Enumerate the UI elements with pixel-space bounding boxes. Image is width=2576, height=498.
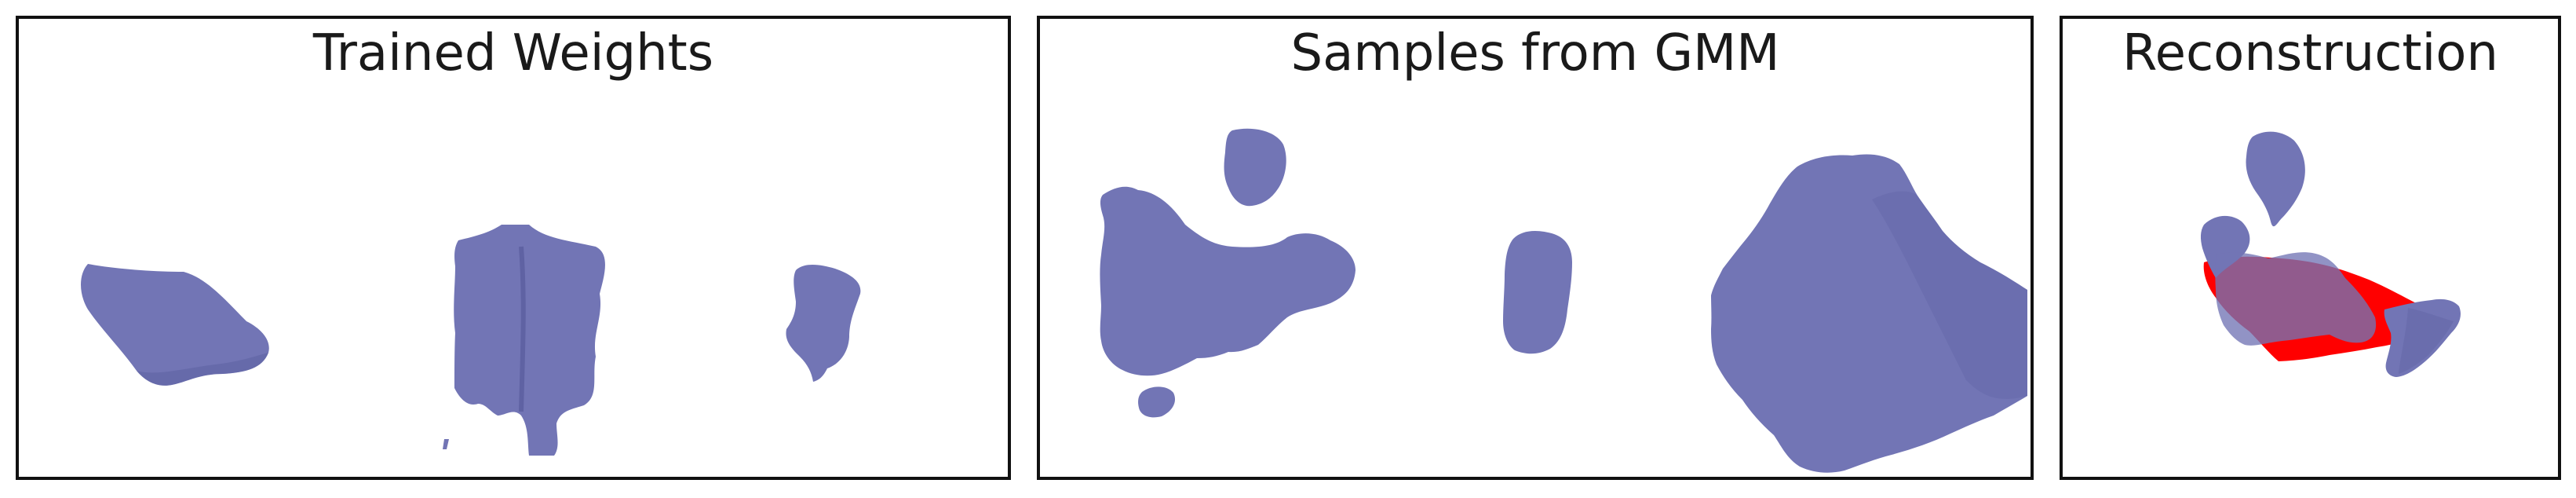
weight-blob-left xyxy=(81,264,269,386)
panel-title: Reconstruction xyxy=(2122,24,2498,82)
panel-samples-gmm: Samples from GMM xyxy=(1037,16,2034,480)
weight-blob-left-shade xyxy=(137,353,268,386)
panel-title: Samples from GMM xyxy=(1290,24,1780,82)
sample-blob-large-left xyxy=(1100,186,1356,376)
weight-fragment xyxy=(443,439,449,449)
panel-trained-weights: Trained Weights xyxy=(16,16,1011,480)
recon-blob-center xyxy=(2215,252,2377,346)
recon-blob-right-shade xyxy=(2399,308,2454,374)
weight-blob-right xyxy=(786,265,861,382)
sample-blob-middle xyxy=(1503,231,1572,354)
recon-blob-right xyxy=(2384,298,2461,377)
panel-title: Trained Weights xyxy=(312,24,714,82)
trained-weights-render xyxy=(81,225,861,456)
weight-blob-middle-seam xyxy=(519,246,526,412)
recon-blob-left xyxy=(2200,215,2250,278)
sample-blob-top xyxy=(1224,128,1286,207)
weight-blob-middle xyxy=(454,225,605,456)
recon-blob-top xyxy=(2246,131,2305,227)
samples-gmm-render xyxy=(1100,128,2027,473)
sample-blob-large-right-shade xyxy=(1872,191,2027,399)
sample-blob-small xyxy=(1138,386,1176,418)
panel-reconstruction: Reconstruction xyxy=(2060,16,2561,480)
sample-blob-large-right xyxy=(1711,154,2027,473)
reconstruction-render xyxy=(2200,131,2461,377)
